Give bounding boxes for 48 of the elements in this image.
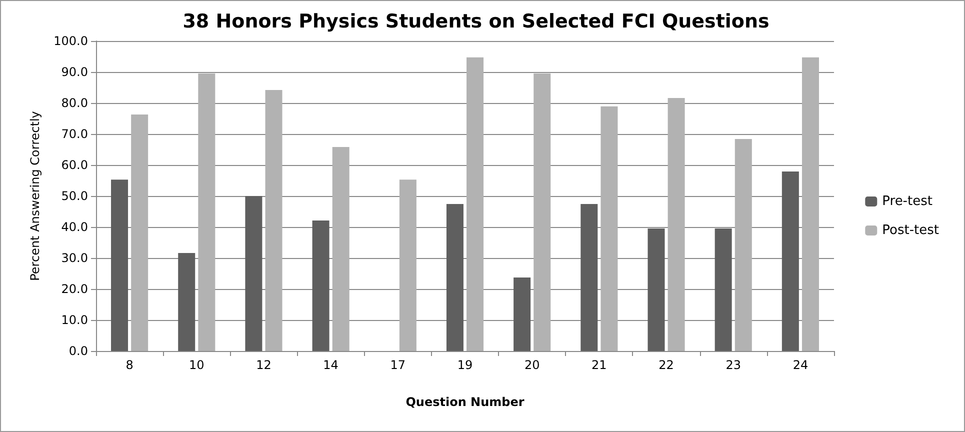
y-tick-label: 20.0 bbox=[61, 282, 88, 296]
y-tick-label: 40.0 bbox=[61, 220, 88, 234]
y-axis-title: Percent Answering Correctly bbox=[28, 111, 42, 281]
bar bbox=[782, 172, 799, 351]
bar bbox=[131, 114, 148, 351]
y-tick-label: 90.0 bbox=[61, 65, 88, 79]
x-tick-label: 12 bbox=[256, 358, 272, 372]
x-tick-label: 19 bbox=[457, 358, 473, 372]
y-tick-label: 70.0 bbox=[61, 127, 88, 141]
bar bbox=[178, 253, 196, 351]
x-tick-label: 21 bbox=[592, 358, 607, 372]
bar bbox=[245, 196, 262, 351]
y-tick-label: 0.0 bbox=[68, 344, 88, 358]
chart-title: 38 Honors Physics Students on Selected FCI Questions bbox=[182, 10, 770, 32]
bar bbox=[198, 74, 216, 351]
bar bbox=[802, 57, 819, 351]
x-tick-label: 24 bbox=[792, 358, 808, 372]
bar bbox=[466, 57, 484, 351]
y-tick-label: 100.0 bbox=[54, 34, 88, 48]
bar bbox=[714, 228, 732, 351]
y-tick-label: 10.0 bbox=[61, 313, 88, 327]
bar bbox=[580, 204, 598, 351]
y-tick-label: 60.0 bbox=[61, 158, 88, 172]
legend-label: Pre-test bbox=[882, 194, 932, 209]
x-tick-label: 20 bbox=[524, 358, 540, 372]
bar bbox=[111, 180, 128, 351]
legend-label: Post-test bbox=[882, 223, 940, 238]
bar bbox=[399, 180, 416, 351]
x-tick-label: 8 bbox=[126, 358, 134, 372]
x-tick-label: 23 bbox=[726, 358, 742, 372]
bar bbox=[332, 147, 350, 351]
x-tick-label: 22 bbox=[658, 358, 674, 372]
x-tick-label: 14 bbox=[323, 358, 338, 372]
y-tick-label: 30.0 bbox=[61, 251, 88, 265]
x-tick-label: 10 bbox=[188, 358, 204, 372]
x-axis-title: Question Number bbox=[406, 395, 524, 409]
bar bbox=[446, 204, 464, 351]
bar bbox=[648, 228, 665, 351]
x-tick-label: 17 bbox=[390, 358, 406, 372]
bar bbox=[514, 278, 531, 351]
y-tick-label: 80.0 bbox=[61, 96, 88, 110]
bar bbox=[312, 220, 330, 351]
bar bbox=[600, 106, 618, 351]
bar bbox=[265, 90, 282, 351]
y-tick-label: 50.0 bbox=[61, 189, 88, 203]
bar bbox=[734, 138, 752, 351]
bar bbox=[534, 74, 551, 351]
bar bbox=[668, 98, 685, 351]
